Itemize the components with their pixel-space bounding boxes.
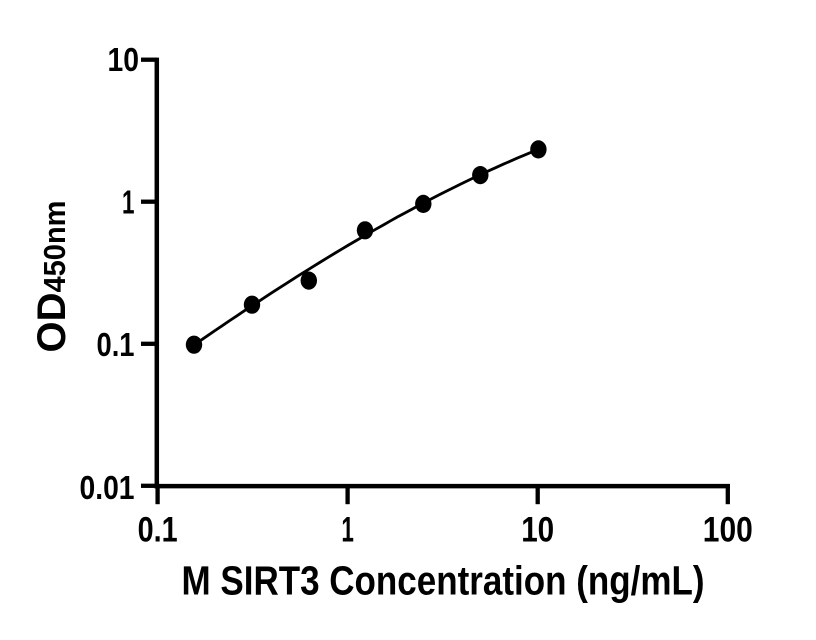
svg-text:10: 10 xyxy=(108,42,140,79)
svg-text:100: 100 xyxy=(703,510,753,550)
svg-text:0.1: 0.1 xyxy=(97,327,135,364)
svg-text:0.1: 0.1 xyxy=(138,510,178,550)
svg-text:1: 1 xyxy=(341,510,354,550)
svg-text:10: 10 xyxy=(521,510,554,550)
svg-text:1: 1 xyxy=(122,184,135,221)
svg-text:0.01: 0.01 xyxy=(80,470,135,507)
svg-text:OD450nm: OD450nm xyxy=(30,201,74,353)
svg-text:M SIRT3 Concentration (ng/mL): M SIRT3 Concentration (ng/mL) xyxy=(182,558,705,604)
